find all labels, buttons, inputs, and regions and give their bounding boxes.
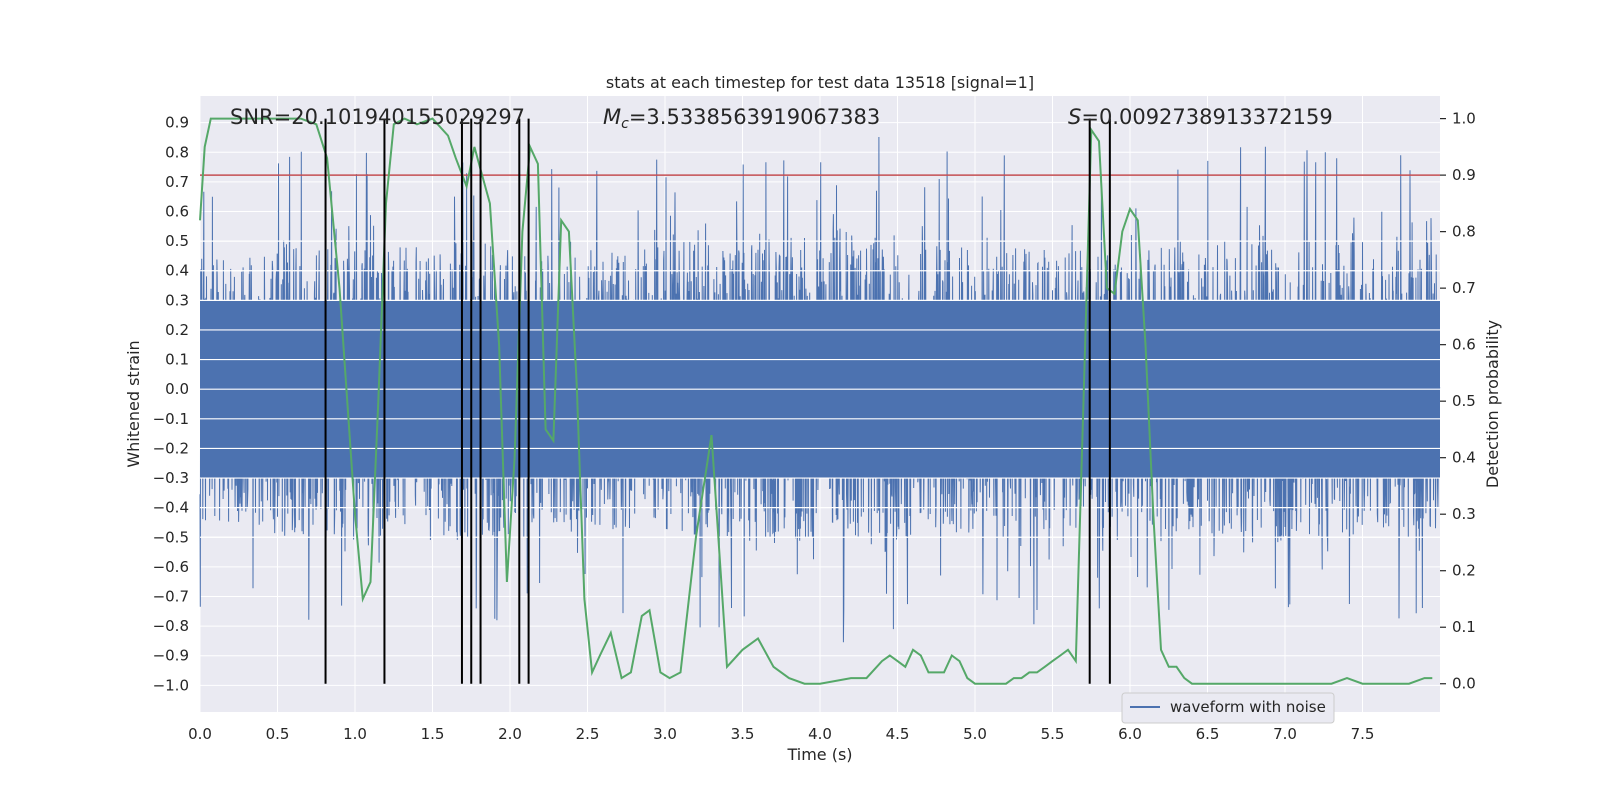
y-left-tick-label-18: −0.9 xyxy=(153,647,189,665)
x-tick-label-7: 3.5 xyxy=(731,725,755,743)
y-left-tick-label-4: 0.5 xyxy=(165,232,189,250)
s-symbol: S xyxy=(1068,105,1081,129)
x-tick-label-1: 0.5 xyxy=(266,725,290,743)
y-left-tick-label-11: −0.2 xyxy=(153,439,189,457)
mc-subscript: c xyxy=(621,116,629,132)
legend: waveform with noise xyxy=(1121,692,1335,724)
legend-box xyxy=(1121,692,1335,724)
s-annotation: S=0.0092738913372159 xyxy=(1068,105,1333,129)
x-tick-label-2: 1.0 xyxy=(343,725,367,743)
legend-entry-waveform: waveform with noise xyxy=(1170,698,1326,716)
y-left-tick-label-0: 0.9 xyxy=(165,114,189,132)
y-left-tick-label-5: 0.4 xyxy=(165,262,189,280)
x-tick-label-8: 4.0 xyxy=(808,725,832,743)
y-right-tick-label-8: 0.2 xyxy=(1452,562,1476,580)
y-axis-label-left: Whitened strain xyxy=(124,340,143,467)
x-tick-label-11: 5.5 xyxy=(1041,725,1065,743)
y-left-tick-label-14: −0.5 xyxy=(153,528,189,546)
y-right-tick-label-7: 0.3 xyxy=(1452,505,1476,523)
snr-annotation: SNR=20.101940155029297 xyxy=(230,105,525,129)
chart-title: stats at each timestep for test data 135… xyxy=(606,73,1034,92)
y-left-tick-label-9: 0.0 xyxy=(165,380,189,398)
mc-value: =3.5338563919067383 xyxy=(629,105,880,129)
y-left-tick-label-2: 0.7 xyxy=(165,173,189,191)
y-left-tick-label-10: −0.1 xyxy=(153,410,189,428)
y-left-tick-label-19: −1.0 xyxy=(153,676,189,694)
x-tick-label-13: 6.5 xyxy=(1196,725,1220,743)
y-right-tick-label-10: 0.0 xyxy=(1452,675,1476,693)
y-left-tick-label-12: −0.3 xyxy=(153,469,189,487)
y-left-tick-label-16: −0.7 xyxy=(153,588,189,606)
y-right-tick-label-0: 1.0 xyxy=(1452,110,1476,128)
x-tick-label-6: 3.0 xyxy=(653,725,677,743)
x-tick-label-10: 5.0 xyxy=(963,725,987,743)
y-right-tick-label-5: 0.5 xyxy=(1452,392,1476,410)
waveform-with-noise xyxy=(199,136,1441,643)
y-left-tick-label-1: 0.8 xyxy=(165,143,189,161)
vertical-markers xyxy=(324,118,1111,684)
y-left-tick-label-13: −0.4 xyxy=(153,499,189,517)
x-axis-label: Time (s) xyxy=(786,745,852,764)
ticks: 0.0 0.5 1.0 1.5 2.0 2.5 3.0 3.5 4.0 4.5 5.0 5.5 6.0 6… xyxy=(153,110,1476,743)
y-axis-label-right: Detection probability xyxy=(1483,320,1502,488)
x-tick-label-0: 0.0 xyxy=(188,725,212,743)
mc-symbol: M xyxy=(603,105,621,129)
y-left-tick-label-15: −0.6 xyxy=(153,558,189,576)
detection-probability-line xyxy=(199,117,1433,685)
y-left-tick-label-6: 0.3 xyxy=(165,291,189,309)
detection-probability-series xyxy=(199,117,1440,685)
y-left-tick-label-7: 0.2 xyxy=(165,321,189,339)
x-tick-label-4: 2.0 xyxy=(498,725,522,743)
y-right-tick-label-9: 0.1 xyxy=(1452,618,1476,636)
y-left-tick-label-3: 0.6 xyxy=(165,203,189,221)
x-tick-label-5: 2.5 xyxy=(576,725,600,743)
y-right-tick-label-4: 0.6 xyxy=(1452,336,1476,354)
x-tick-label-3: 1.5 xyxy=(421,725,445,743)
s-value: =0.0092738913372159 xyxy=(1081,105,1332,129)
y-left-tick-label-8: 0.1 xyxy=(165,351,189,369)
x-tick-label-15: 7.5 xyxy=(1351,725,1375,743)
y-right-tick-label-2: 0.8 xyxy=(1452,223,1476,241)
chirp-mass-annotation: Mc=3.5338563919067383 xyxy=(603,105,880,132)
y-left-tick-label-17: −0.8 xyxy=(153,617,189,635)
x-tick-label-9: 4.5 xyxy=(886,725,910,743)
y-right-tick-label-6: 0.4 xyxy=(1452,449,1476,467)
y-right-tick-label-3: 0.7 xyxy=(1452,279,1476,297)
x-tick-label-14: 7.0 xyxy=(1273,725,1297,743)
x-tick-label-12: 6.0 xyxy=(1118,725,1142,743)
y-right-tick-label-1: 0.9 xyxy=(1452,166,1476,184)
